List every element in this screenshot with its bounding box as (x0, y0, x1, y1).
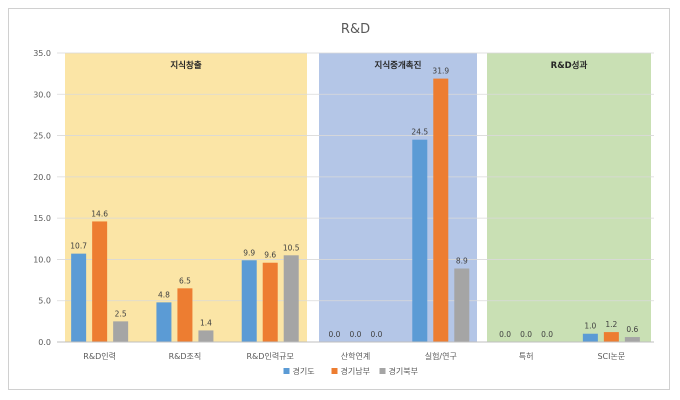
data-label: 0.0 (520, 330, 532, 339)
chart-frame: R&D 지식창출 지식중개촉진 R&D성과 10.7 14.6 2.5 4.8 6.5 1.4… (8, 8, 670, 390)
bar-경기북부-R&D조직 (198, 330, 214, 342)
bar-경기도-SCI논문 (582, 333, 598, 342)
region-0-label: 지식창출 (170, 60, 201, 71)
bar-경기도-R&D인력규모 (241, 260, 257, 342)
legend-label-1: 경기남부 (341, 366, 370, 376)
data-label: 0.0 (499, 330, 511, 339)
x-tick-label: R&D조직 (169, 351, 202, 361)
data-label: 10.5 (283, 243, 300, 252)
region-1-label: 지식중개촉진 (375, 60, 422, 71)
x-tick-label: 산학연계 (341, 351, 370, 361)
x-tick-label: 특허 (519, 352, 534, 361)
data-label: 0.0 (329, 330, 341, 339)
y-tick-label: 10.0 (33, 255, 51, 264)
y-tick-label: 25.0 (33, 132, 51, 141)
y-tick-label: 5.0 (38, 297, 51, 306)
data-label: 4.8 (158, 290, 170, 299)
region-2-background (487, 53, 651, 342)
data-label: 0.0 (541, 330, 553, 339)
legend-swatch-1 (331, 368, 338, 374)
data-label: 0.6 (626, 325, 638, 334)
data-label: 9.9 (243, 248, 255, 257)
data-label: 0.0 (371, 330, 383, 339)
y-tick-label: 35.0 (33, 49, 51, 58)
y-tick-label: 15.0 (33, 214, 51, 223)
data-label: 2.5 (115, 309, 127, 318)
x-tick-label: R&D인력 (83, 351, 116, 361)
data-label: 14.6 (91, 209, 108, 218)
data-label: 0.0 (350, 330, 362, 339)
data-label: 24.5 (411, 128, 428, 137)
data-label: 9.6 (264, 251, 276, 260)
bar-경기북부-R&D인력 (113, 321, 129, 342)
bar-경기남부-R&D인력규모 (262, 262, 278, 342)
bar-경기북부-R&D인력규모 (283, 255, 299, 342)
bar-경기남부-실험/연구 (433, 78, 449, 343)
data-label: 1.0 (584, 322, 596, 331)
region-1-background (319, 53, 477, 342)
bar-경기남부-R&D조직 (177, 288, 193, 342)
y-tick-label: 0.0 (38, 338, 51, 347)
x-tick-label: SCI논문 (597, 352, 625, 361)
legend-label-0: 경기도 (293, 366, 315, 376)
x-tick-label: R&D인력규모 (247, 351, 294, 361)
bar-경기도-R&D인력 (71, 253, 87, 342)
bar-경기북부-실험/연구 (454, 268, 470, 342)
data-label: 10.7 (70, 242, 87, 251)
y-tick-label: 20.0 (33, 173, 51, 182)
x-tick-label: 실험/연구 (425, 351, 457, 361)
data-label: 1.2 (605, 320, 617, 329)
chart-title: R&D (341, 22, 370, 37)
region-2-label: R&D성과 (551, 60, 588, 71)
bar-경기북부-SCI논문 (624, 337, 640, 342)
y-tick-label: 30.0 (33, 90, 51, 99)
legend-swatch-2 (379, 368, 386, 374)
bar-경기도-R&D조직 (156, 302, 172, 342)
legend-swatch-0 (283, 368, 290, 374)
data-label: 1.4 (200, 318, 212, 327)
bar-경기남부-SCI논문 (603, 332, 619, 342)
data-label: 6.5 (179, 276, 191, 285)
bar-경기도-실험/연구 (412, 139, 428, 342)
data-label: 8.9 (456, 257, 468, 266)
bar-chart: R&D 지식창출 지식중개촉진 R&D성과 10.7 14.6 2.5 4.8 6.5 1.4… (33, 22, 654, 376)
bar-경기남부-R&D인력 (92, 221, 108, 342)
legend-label-2: 경기북부 (389, 366, 418, 376)
data-label: 31.9 (432, 67, 449, 76)
